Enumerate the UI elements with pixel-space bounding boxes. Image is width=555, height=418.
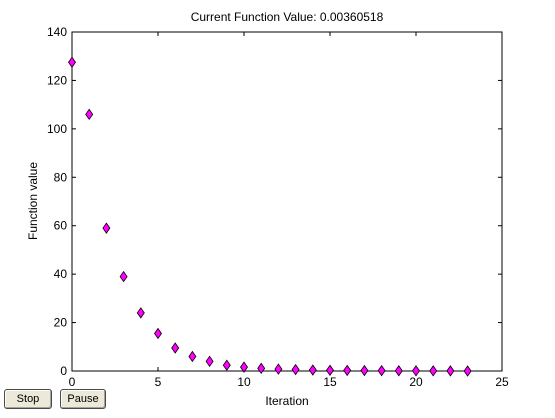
data-point	[394, 365, 403, 377]
x-tick-label: 20	[409, 375, 423, 389]
y-tick-label: 140	[47, 25, 67, 39]
x-tick-label: 10	[237, 375, 251, 389]
x-tick-label: 15	[323, 375, 337, 389]
y-tick-label: 60	[54, 219, 68, 233]
pause-button[interactable]: Pause	[60, 389, 106, 409]
data-point	[412, 365, 420, 377]
data-point	[308, 364, 317, 376]
data-point	[240, 361, 248, 373]
x-axis-label: Iteration	[265, 394, 308, 408]
data-point	[85, 108, 94, 121]
data-point	[360, 364, 369, 377]
data-point	[291, 363, 300, 376]
x-tick-label: 0	[69, 375, 76, 389]
data-point	[119, 270, 128, 283]
chart-title: Current Function Value: 0.00360518	[191, 10, 384, 24]
data-point	[274, 363, 283, 375]
y-axis-label: Function value	[26, 162, 40, 240]
data-point	[205, 355, 214, 368]
data-point	[377, 364, 386, 377]
data-point	[446, 365, 455, 377]
data-point	[257, 362, 266, 375]
data-point	[222, 359, 231, 371]
data-point	[154, 327, 162, 340]
data-point	[171, 342, 180, 354]
data-point	[102, 222, 111, 234]
data-point	[429, 365, 438, 377]
data-point	[188, 350, 197, 363]
data-point	[463, 365, 472, 377]
data-point	[343, 364, 352, 377]
y-tick-label: 100	[47, 122, 67, 136]
x-tick-label: 25	[495, 375, 509, 389]
y-tick-label: 0	[60, 364, 67, 378]
y-tick-label: 80	[54, 170, 68, 184]
data-point	[326, 364, 334, 376]
data-point	[136, 307, 145, 319]
stop-button[interactable]: Stop	[4, 389, 52, 409]
data-point	[68, 56, 76, 68]
plot-area	[71, 31, 503, 372]
y-tick-label: 40	[54, 267, 68, 281]
x-tick-label: 5	[155, 375, 162, 389]
y-tick-label: 120	[47, 73, 67, 87]
y-tick-label: 20	[54, 316, 68, 330]
